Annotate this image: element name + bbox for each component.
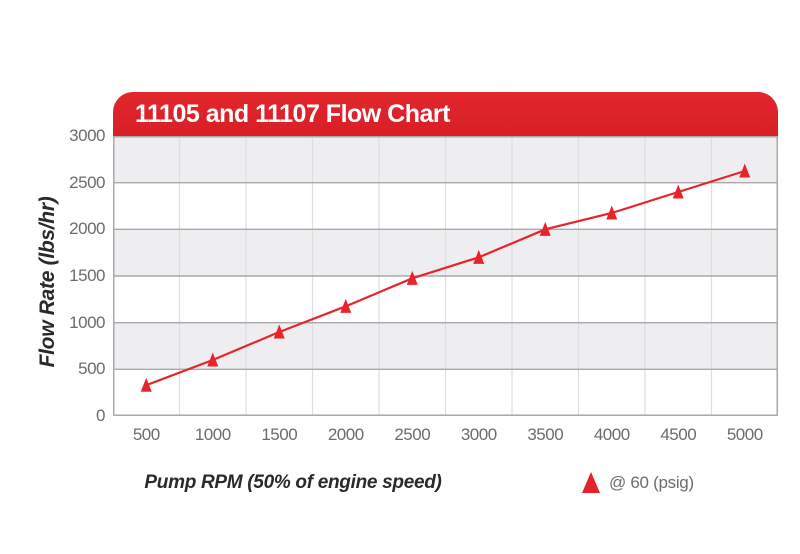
- x-tick-label: 3500: [527, 425, 564, 444]
- y-tick-label: 2000: [69, 219, 105, 239]
- legend-label: @ 60 (psig): [609, 472, 694, 492]
- x-tick-label: 2500: [394, 425, 431, 444]
- legend: @ 60 (psig): [582, 472, 694, 493]
- y-axis-title: Flow Rate (lbs/hr): [36, 196, 59, 368]
- y-tick-label: 1500: [69, 266, 105, 285]
- plot-svg: [113, 136, 778, 416]
- x-tick-label: 4000: [593, 425, 630, 444]
- chart-title-banner: 11105 and 11107 Flow Chart: [113, 92, 778, 136]
- x-tick-label: 2000: [327, 425, 364, 444]
- x-axis-title: Pump RPM (50% of engine speed): [144, 472, 442, 493]
- x-tick-label: 5000: [726, 425, 763, 444]
- x-tick-label: 4500: [660, 425, 697, 444]
- x-tick-label: 3000: [460, 425, 497, 444]
- x-tick-label: 1000: [194, 425, 231, 444]
- x-tick-label: 500: [132, 425, 160, 444]
- y-tick-label: 0: [96, 406, 105, 425]
- y-axis-ticks: 3000 2500 2000 1500 1000 500 0: [0, 0, 105, 554]
- y-tick-label: 1000: [69, 312, 105, 332]
- y-tick-label: 500: [78, 359, 105, 379]
- y-tick-label: 2500: [69, 172, 105, 192]
- x-tick-label: 1500: [261, 425, 298, 444]
- plot-area: [113, 136, 778, 416]
- triangle-up-icon: [582, 472, 600, 493]
- y-tick-label: 3000: [69, 126, 105, 145]
- chart-title: 11105 and 11107 Flow Chart: [135, 99, 450, 128]
